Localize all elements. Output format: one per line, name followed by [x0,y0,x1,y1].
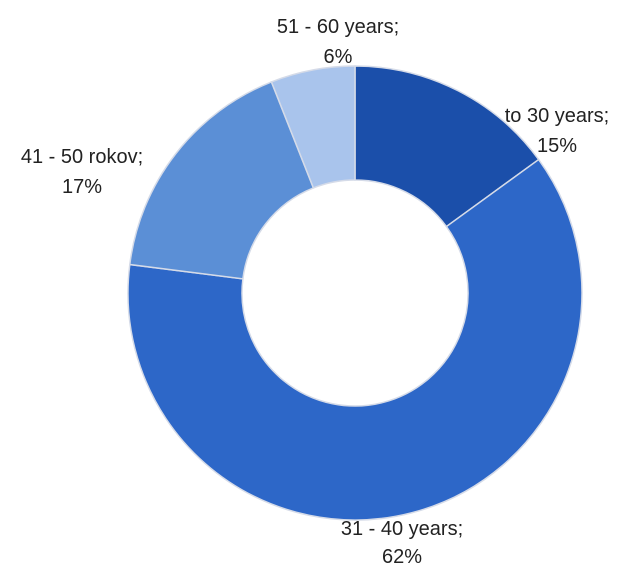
label-41-50-name: 41 - 50 rokov; [21,146,143,168]
slice-to-30 [354,65,540,228]
label-41-50-value: 17% [62,176,102,198]
label-51-60-name: 51 - 60 years; [277,16,399,38]
label-31-40-value: 62% [382,546,422,566]
label-to-30-value: 15% [537,135,577,157]
slice-51-60 [270,65,356,189]
slice-31-40 [127,158,583,521]
label-to-30-name: to 30 years; [505,105,610,127]
label-51-60-value: 6% [324,46,353,68]
label-31-40-name: 31 - 40 years; [341,518,463,540]
data-labels: to 30 years; 15% 31 - 40 years; 62% 41 -… [21,16,609,566]
slices [127,65,583,521]
slice-41-50 [128,80,315,280]
